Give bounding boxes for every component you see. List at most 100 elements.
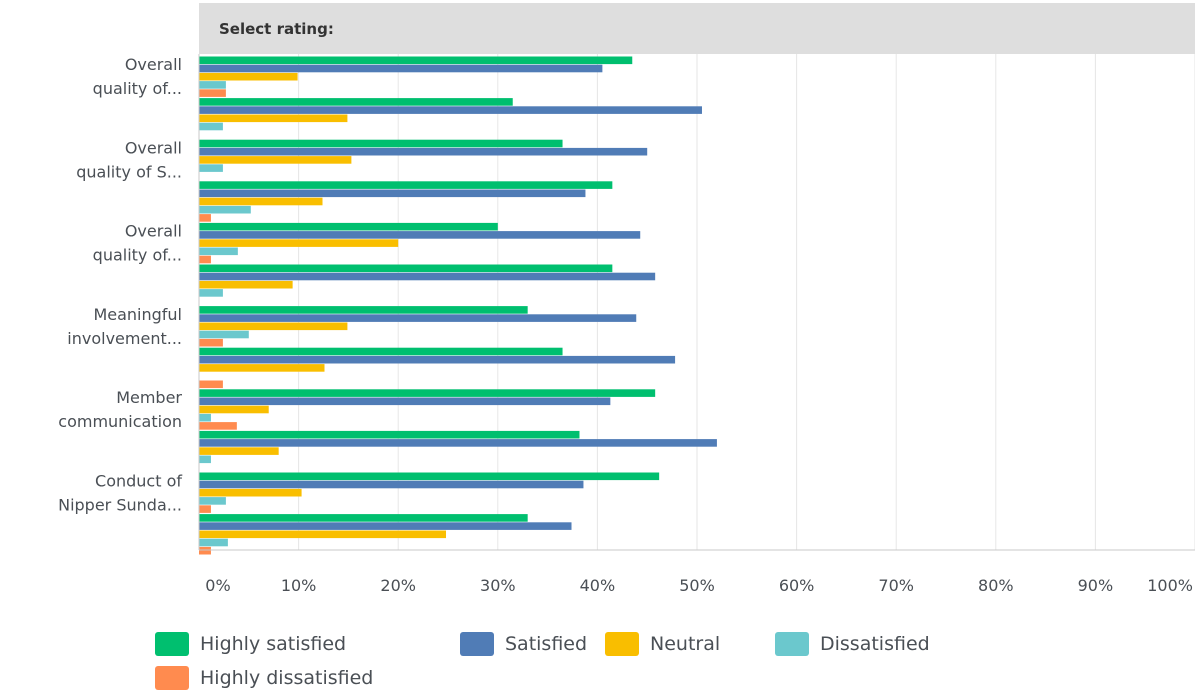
legend-item[interactable]: Neutral: [605, 632, 720, 656]
select-rating-header[interactable]: [199, 3, 1195, 54]
legend-label: Highly satisfied: [200, 633, 347, 655]
bar: [199, 439, 717, 447]
category-label: Member: [116, 388, 182, 407]
category-label: involvement...: [67, 329, 182, 348]
legend-swatch: [155, 632, 189, 656]
bars: [199, 56, 717, 555]
category-label: Overall: [125, 138, 182, 157]
bar: [199, 397, 611, 406]
legend-label: Satisfied: [505, 633, 588, 655]
bar: [199, 447, 279, 455]
x-tick-label: 10%: [281, 576, 317, 595]
bar: [199, 164, 223, 172]
category-label: quality of...: [93, 79, 182, 98]
bar: [199, 364, 325, 372]
x-tick-label: 60%: [779, 576, 815, 595]
bar: [199, 81, 226, 89]
legend-item[interactable]: Dissatisfied: [775, 632, 930, 656]
legend-swatch: [155, 666, 189, 690]
x-tick-label: 90%: [1078, 576, 1114, 595]
bar: [199, 413, 211, 422]
bar: [199, 197, 323, 206]
bar: [199, 264, 613, 273]
bar: [199, 505, 211, 513]
bar: [199, 72, 298, 81]
bar: [199, 272, 656, 281]
bar: [199, 122, 223, 131]
category-label: quality of S...: [76, 162, 182, 181]
bar: [199, 147, 648, 156]
bar: [199, 538, 228, 547]
category-label: Overall: [125, 222, 182, 241]
select-rating-label: Select rating:: [219, 20, 334, 38]
bar: [199, 98, 513, 106]
gridlines: [298, 54, 1195, 550]
bar: [199, 347, 563, 356]
legend-label: Dissatisfied: [820, 633, 930, 655]
category-label: Meaningful: [93, 305, 182, 324]
x-tick-label: 70%: [878, 576, 914, 595]
bar: [199, 64, 603, 73]
bar: [199, 114, 348, 123]
legend-label: Highly dissatisfied: [200, 667, 374, 689]
bar: [199, 139, 563, 148]
bar: [199, 514, 528, 522]
bar: [199, 247, 238, 256]
bar: [199, 156, 352, 164]
bar: [199, 306, 528, 314]
bar: [199, 289, 223, 297]
bar: [199, 222, 498, 231]
bar: [199, 56, 633, 65]
bar: [199, 405, 269, 414]
bar: [199, 472, 660, 481]
category-label: Conduct of: [95, 472, 182, 491]
bar: [199, 280, 293, 289]
bar: [199, 480, 584, 489]
category-label: communication: [58, 412, 182, 431]
category-label: Overall: [125, 55, 182, 74]
bar: [199, 106, 702, 114]
bar: [199, 546, 211, 555]
bar: [199, 89, 226, 97]
legend-label: Neutral: [650, 633, 721, 655]
bar: [199, 239, 399, 247]
bar: [199, 522, 572, 530]
bar: [199, 181, 613, 189]
bar: [199, 255, 211, 264]
bar: [199, 455, 211, 464]
bar: [199, 380, 223, 389]
bar: [199, 205, 251, 214]
bar: [199, 389, 656, 397]
bar: [199, 189, 586, 198]
category-labels: Overall quality of... Overall quality of S.…: [58, 55, 182, 515]
bar: [199, 355, 676, 364]
category-label: quality of...: [93, 246, 182, 265]
legend-item[interactable]: Highly satisfied: [155, 632, 346, 656]
bar: [199, 422, 237, 430]
x-tick-label: 30%: [480, 576, 516, 595]
x-tick-label: 100%: [1147, 576, 1193, 595]
legend-swatch: [460, 632, 494, 656]
x-tick-label: 40%: [580, 576, 616, 595]
legend-item[interactable]: Satisfied: [460, 632, 587, 656]
bar: [199, 530, 447, 539]
legend-item[interactable]: Highly dissatisfied: [155, 666, 373, 690]
bar: [199, 430, 580, 439]
legend-swatch: [775, 632, 809, 656]
bar: [199, 322, 348, 331]
x-tick-label: 80%: [978, 576, 1014, 595]
x-tick-label: 0%: [205, 576, 230, 595]
x-axis-ticks: 0% 10% 20% 30% 40% 50% 60% 70% 80% 90% 100%: [205, 576, 1193, 595]
x-tick-label: 20%: [380, 576, 416, 595]
bar: [199, 231, 641, 239]
x-tick-label: 50%: [679, 576, 715, 595]
bar: [199, 488, 302, 497]
category-label: Nipper Sunda...: [58, 496, 182, 515]
legend-swatch: [605, 632, 639, 656]
bar: [199, 214, 211, 222]
bar: [199, 497, 226, 505]
bar: [199, 314, 637, 322]
bar: [199, 330, 249, 339]
bar: [199, 338, 223, 347]
